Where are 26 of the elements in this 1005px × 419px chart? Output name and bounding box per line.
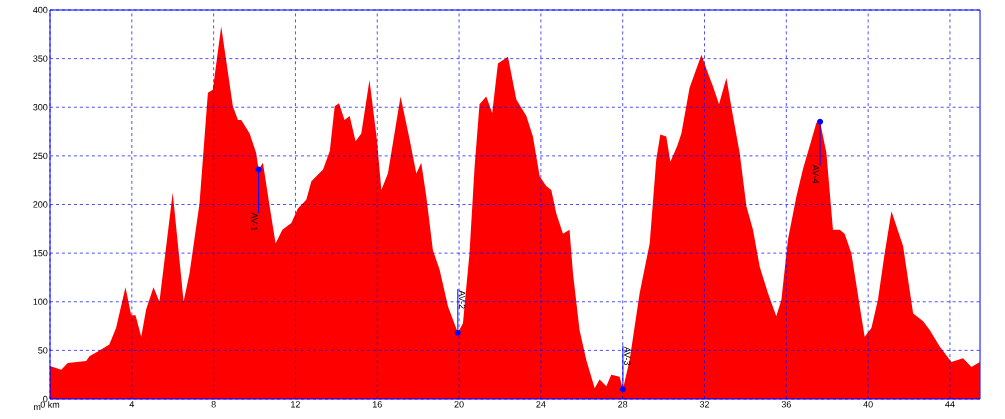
x-tick-label: 0 km [40,401,60,408]
x-tick-label: 36 [781,401,791,408]
y-tick-label: 250 [33,152,48,160]
y-tick-label: 50 [38,347,48,354]
x-tick-label: 40 [863,401,873,408]
x-tick-label: 32 [699,401,710,408]
y-tick-label: 200 [33,201,48,208]
x-tick-label: 8 [211,401,216,408]
annotation: AV-2 [459,290,466,309]
y-tick-label: 100 [33,298,48,305]
y-tick-label: 400 [33,6,48,14]
annotation: AV-1 [251,212,258,231]
annotation: AV-3 [624,346,631,366]
x-tick-label: 24 [536,401,546,408]
y-tick-label: 0 [43,395,48,403]
y-tick-label: 350 [33,55,48,62]
y-axis-title: m [33,405,41,410]
annotation: AV-4 [812,164,819,184]
x-tick-label: 28 [618,401,628,408]
x-tick-label: 44 [945,401,955,408]
x-tick-label: 20 [454,401,464,408]
x-tick-label: 12 [291,401,300,408]
y-tick-label: 150 [33,249,48,257]
x-tick-label: 16 [372,401,382,408]
x-tick-label: 4 [129,401,135,408]
y-tick-label: 300 [33,104,48,111]
